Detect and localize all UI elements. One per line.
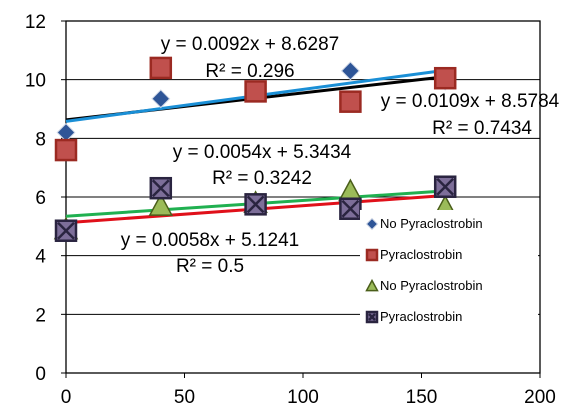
data-point-series-2 — [54, 138, 78, 162]
data-points — [53, 56, 458, 242]
marker-shape — [244, 80, 267, 103]
marker-shape — [365, 278, 379, 292]
data-point-series-3 — [148, 193, 174, 216]
y-tick-label: 2 — [35, 305, 46, 326]
legend-label: Pyraclostrobin — [380, 309, 462, 324]
r-squared-label: R² = 0.296 — [205, 61, 294, 82]
y-tick-label: 6 — [35, 188, 46, 209]
r-squared-label: R² = 0.5 — [176, 256, 244, 277]
y-tick-label: 10 — [25, 71, 46, 92]
marker-shape — [339, 90, 362, 113]
marker-cross — [368, 313, 376, 321]
data-point-series-2 — [244, 80, 267, 103]
data-point-series-1 — [340, 61, 360, 81]
legend-marker-series-2 — [365, 248, 379, 262]
y-tick-label: 12 — [25, 12, 46, 33]
x-tick-label: 150 — [406, 387, 438, 408]
marker-cross — [341, 199, 360, 218]
data-point-series-2 — [339, 90, 362, 113]
marker-shape — [151, 89, 171, 109]
legend-marker-series-1 — [365, 217, 379, 231]
marker-cross — [151, 179, 170, 198]
legend-marker-series-3 — [365, 278, 379, 292]
x-tick-label: 50 — [174, 387, 195, 408]
data-point-series-2 — [433, 66, 457, 90]
r-squared-label: R² = 0.7434 — [432, 118, 532, 139]
trendline-equation: y = 0.0058x + 5.1241 — [121, 230, 300, 251]
y-tick-label: 8 — [35, 129, 46, 150]
marker-shape — [148, 193, 174, 216]
y-tick-label: 0 — [35, 364, 46, 385]
legend-marker-series-4 — [365, 310, 379, 324]
x-tick-label: 100 — [287, 387, 319, 408]
data-point-series-4 — [433, 175, 457, 198]
legend-label: No Pyraclostrobin — [380, 278, 483, 293]
x-tick-label: 200 — [524, 387, 556, 408]
y-tick-label: 4 — [35, 247, 46, 268]
legend-box — [360, 210, 538, 335]
axes: 0 2 4 6 8 10 12 0 50 100 150 200 — [25, 12, 556, 408]
legend-label: Pyraclostrobin — [380, 247, 462, 262]
marker-cross — [246, 195, 265, 214]
marker-shape — [365, 217, 379, 231]
trendline-equation: y = 0.0109x + 8.5784 — [381, 91, 560, 112]
x-tick-label: 0 — [61, 387, 72, 408]
marker-shape — [54, 138, 78, 162]
equation-labels: y = 0.0092x + 8.6287 R² = 0.296 y = 0.0109… — [121, 34, 560, 277]
data-point-series-4 — [339, 197, 362, 220]
marker-shape — [433, 66, 457, 90]
data-point-series-3 — [338, 178, 363, 202]
legend-label: No Pyraclostrobin — [380, 216, 483, 231]
data-point-series-4 — [54, 219, 78, 242]
marker-shape — [338, 178, 363, 202]
marker-shape — [365, 248, 379, 262]
legend: No Pyraclostrobin Pyraclostrobin No Pyracl… — [360, 210, 538, 335]
trendline-equation: y = 0.0054x + 5.3434 — [173, 142, 352, 163]
r-squared-label: R² = 0.3242 — [212, 168, 312, 189]
marker-cross — [57, 221, 75, 240]
trendline-equation: y = 0.0092x + 8.6287 — [161, 34, 340, 55]
marker-cross — [436, 177, 455, 196]
data-point-series-4 — [149, 176, 173, 200]
data-point-series-1 — [151, 89, 171, 109]
data-point-series-4 — [244, 193, 267, 216]
marker-shape — [340, 61, 360, 81]
data-point-series-2 — [149, 56, 173, 80]
marker-shape — [149, 56, 173, 80]
